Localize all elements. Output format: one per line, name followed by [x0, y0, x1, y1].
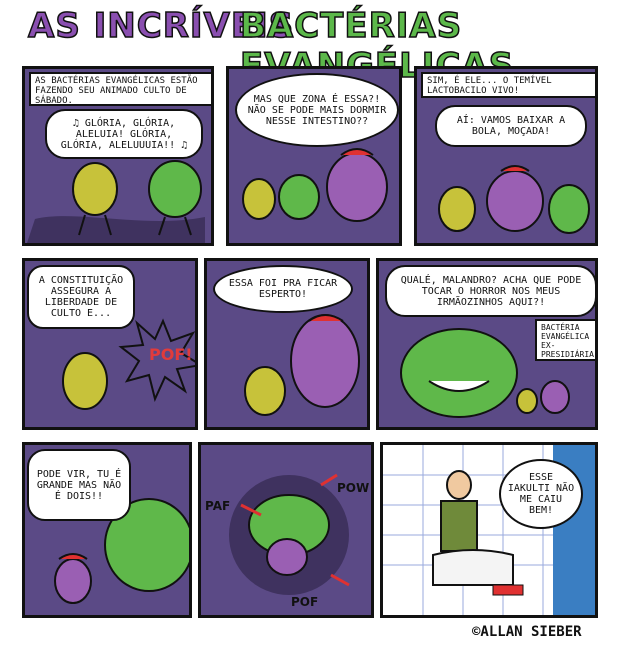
green-bacteria: [148, 160, 203, 218]
panel-1: AS BACTÉRIAS EVANGÉLICAS ESTÃO FAZENDO S…: [22, 66, 214, 246]
panel-1-speech-bubble: ♫ GLÓRIA, GLÓRIA, ALELUIA! GLÓRIA, GLÓRI…: [45, 109, 203, 159]
panel-8-art: [229, 473, 350, 595]
panel-3-art: [438, 165, 590, 234]
panel-7: PODE VIR, TU É GRANDE MAS NÃO É DOIS!!: [22, 442, 192, 618]
panel-6-art: [400, 328, 570, 418]
author-credit: ©ALLAN SIEBER: [472, 624, 582, 640]
panel-8-sfx-pow: POW: [337, 481, 370, 495]
panel-4-art: [62, 318, 195, 410]
panel-5-speech-bubble: ESSA FOI PRA FICAR ESPERTO!: [213, 265, 353, 313]
panel-8: PAF POW POF: [198, 442, 374, 618]
panel-3-speech-bubble: AÍ: VAMOS BAIXAR A BOLA, MOÇADA!: [435, 105, 587, 147]
panel-8-sfx-pof: POF: [291, 595, 319, 609]
panel-2-speech-bubble: MAS QUE ZONA É ESSA?! NÃO SE PODE MAIS D…: [235, 73, 399, 147]
panel-6-speech-bubble: QUALÉ, MALANDRO? ACHA QUE PODE TOCAR O H…: [385, 265, 595, 317]
panel-4-speech-bubble: A CONSTITUIÇÃO ASSEGURA A LIBERDADE DE C…: [27, 265, 135, 329]
panel-8-sfx-paf: PAF: [205, 499, 231, 513]
red-cap: [340, 148, 374, 156]
impact-burst: [118, 318, 195, 403]
panel-3-caption: SIM, É ELE... O TEMÍVEL LACTOBACILO VIVO…: [421, 72, 595, 98]
panel-2: MAS QUE ZONA É ESSA?! NÃO SE PODE MAIS D…: [226, 66, 402, 246]
title-part-1: AS INCRÍVEIS: [27, 5, 295, 47]
man-head: [446, 470, 472, 500]
panel-2-art: [242, 148, 388, 222]
panel-7-speech-bubble: PODE VIR, TU É GRANDE MAS NÃO É DOIS!!: [27, 449, 131, 521]
panel-6: QUALÉ, MALANDRO? ACHA QUE PODE TOCAR O H…: [376, 258, 598, 430]
comic-title: AS INCRÍVEIS BACTÉRIAS EVANGÉLICAS: [0, 5, 618, 87]
panel-4-sound-effect: POF!: [149, 345, 193, 364]
panel-7-art: [54, 498, 189, 604]
panel-6-label: BACTÉRIA EVANGÉLICA EX-PRESIDIÁRIA: [535, 319, 595, 361]
yellow-bacteria: [72, 162, 118, 216]
panel-5-art: [244, 314, 360, 416]
panel-1-art: [27, 160, 205, 243]
ex-convict-bacteria: [400, 328, 518, 418]
panel-9: ESSE IAKULTI NÃO ME CAIU BEM!: [380, 442, 598, 618]
panel-5: ESSA FOI PRA FICAR ESPERTO!: [204, 258, 370, 430]
lactobacillus: [326, 152, 388, 222]
panel-3: SIM, É ELE... O TEMÍVEL LACTOBACILO VIVO…: [414, 66, 598, 246]
panel-4: A CONSTITUIÇÃO ASSEGURA A LIBERDADE DE C…: [22, 258, 198, 430]
panel-9-speech-bubble: ESSE IAKULTI NÃO ME CAIU BEM!: [499, 459, 583, 529]
toilet: [432, 549, 514, 586]
panel-1-caption: AS BACTÉRIAS EVANGÉLICAS ESTÃO FAZENDO S…: [29, 72, 211, 106]
